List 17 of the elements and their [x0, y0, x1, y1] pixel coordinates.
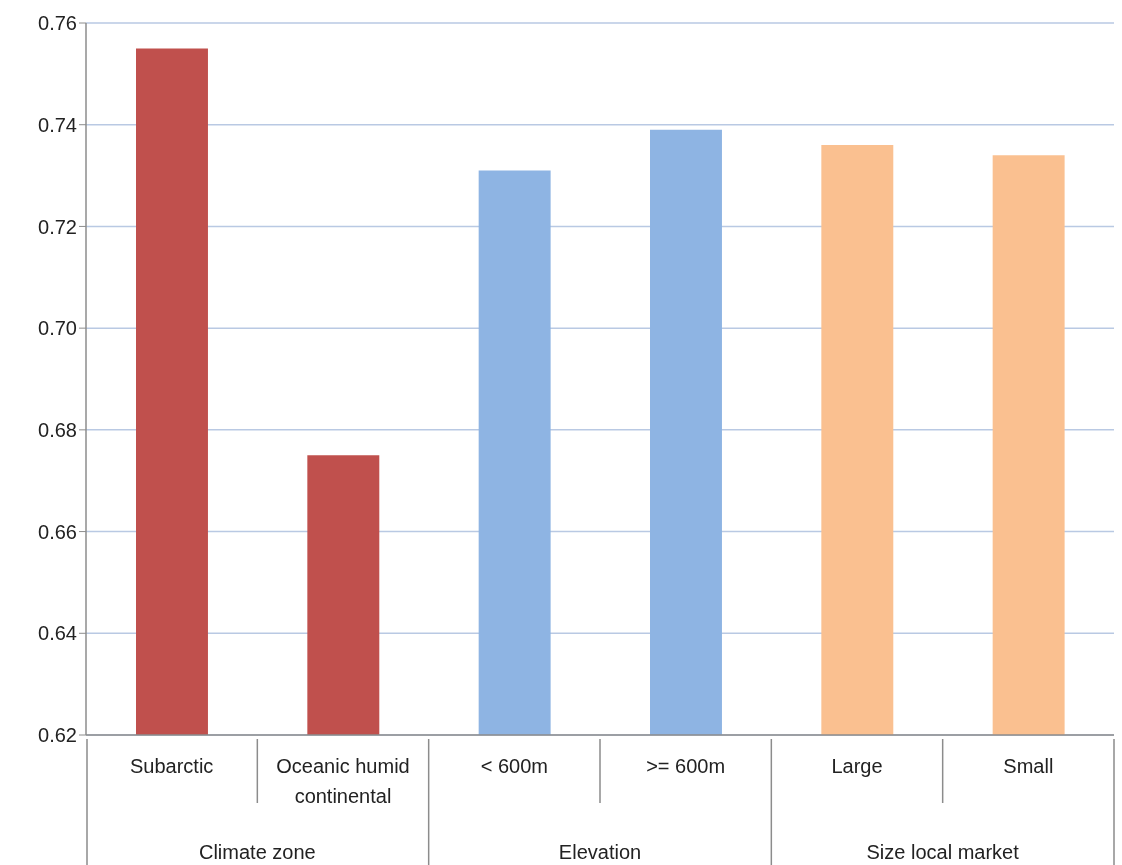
y-tick-label: 0.72: [38, 215, 77, 238]
y-tick-label: 0.62: [38, 724, 77, 747]
y-tick-label: 0.68: [38, 418, 77, 441]
text: Climate zone: [198, 841, 316, 863]
y-tick-label: 0.70: [38, 317, 77, 340]
y-tick-label: 0.64: [38, 622, 77, 645]
y-tick-label: 0.74: [38, 113, 77, 136]
x-tick-label: Oceanic humid continental: [276, 755, 410, 807]
y-tick-label: 0.76: [38, 12, 77, 35]
text: Elevation: [558, 841, 642, 863]
x-tick-label: Small: [1003, 755, 1054, 777]
x-tick-label: >= 600m: [646, 755, 726, 777]
text: Size local market: [866, 841, 1020, 863]
x-tick-label: Subarctic: [129, 755, 214, 777]
y-tick-label: 0.66: [38, 520, 77, 543]
x-tick-label: < 600m: [480, 755, 548, 777]
x-tick-label: Large: [831, 755, 883, 777]
